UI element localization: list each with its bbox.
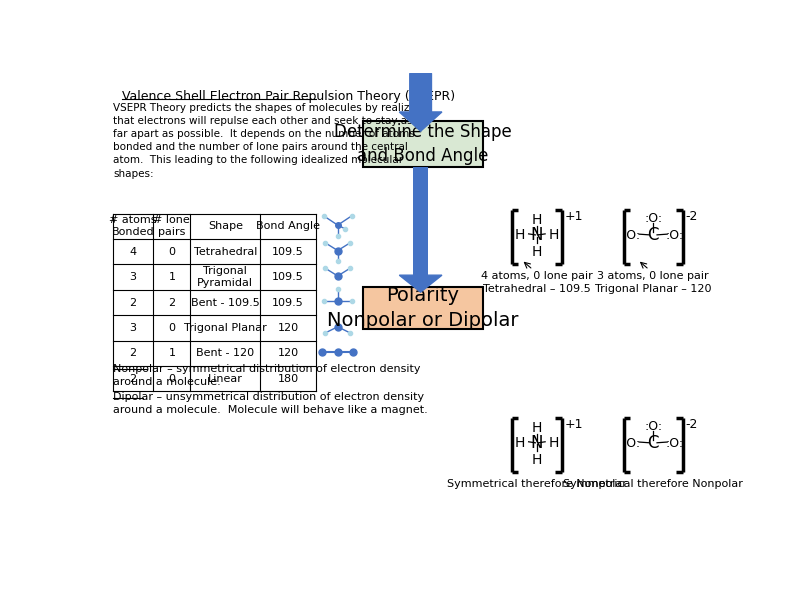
Text: Trigonal Planar: Trigonal Planar [184,323,267,333]
Text: 2: 2 [130,297,137,307]
Text: 4: 4 [130,247,137,256]
Text: :O:: :O: [644,212,662,225]
Text: :O:: :O: [666,229,683,242]
Text: C: C [647,226,659,244]
FancyArrow shape [399,275,442,292]
Text: N: N [531,226,543,244]
Text: 1: 1 [169,272,175,282]
Text: Bent - 120: Bent - 120 [196,348,254,359]
Text: H: H [549,228,559,242]
Text: # lone
pairs: # lone pairs [154,215,190,237]
Text: 4 atoms, 0 lone pair
Tetrahedral – 109.5: 4 atoms, 0 lone pair Tetrahedral – 109.5 [481,271,592,294]
Text: Determine the Shape
and Bond Angle: Determine the Shape and Bond Angle [333,124,512,165]
Text: Tetrahedral: Tetrahedral [193,247,257,256]
Text: 120: 120 [277,323,299,333]
Text: H: H [531,213,542,226]
Text: 3: 3 [130,323,136,333]
Text: 109.5: 109.5 [272,297,304,307]
Text: :O:: :O: [623,436,641,450]
Text: +1: +1 [565,417,583,431]
Text: Bent - 109.5: Bent - 109.5 [191,297,260,307]
Text: 0: 0 [169,247,175,256]
FancyArrow shape [399,73,442,131]
Text: H: H [531,420,542,435]
Text: Symmetrical therefore Nonpolar: Symmetrical therefore Nonpolar [563,479,743,489]
Text: H: H [549,436,559,450]
Text: 2: 2 [130,348,137,359]
Text: 0: 0 [169,323,175,333]
Text: # atoms
Bonded: # atoms Bonded [109,215,157,237]
FancyBboxPatch shape [363,287,482,329]
Text: 2: 2 [168,297,175,307]
Text: +1: +1 [565,210,583,223]
Text: 109.5: 109.5 [272,247,304,256]
Bar [413,167,428,294]
Text: 3 atoms, 0 lone pair
Trigonal Planar – 120: 3 atoms, 0 lone pair Trigonal Planar – 1… [595,271,711,294]
Text: 3: 3 [130,272,136,282]
Text: -2: -2 [686,210,698,223]
Text: VSEPR Theory predicts the shapes of molecules by realizing
that electrons will r: VSEPR Theory predicts the shapes of mole… [113,103,425,179]
Text: H: H [515,436,525,450]
Text: -2: -2 [686,417,698,431]
FancyBboxPatch shape [363,121,482,167]
Text: 2: 2 [130,374,137,384]
Text: Bond Angle: Bond Angle [256,222,320,231]
Text: :O:: :O: [644,420,662,433]
Text: N: N [531,434,543,452]
Text: 1: 1 [169,348,175,359]
Text: Nonpolar – symmetrical distribution of electron density
around a molecule.: Nonpolar – symmetrical distribution of e… [113,364,421,387]
Text: Valence Shell Electron Pair Repulsion Theory (VSEPR): Valence Shell Electron Pair Repulsion Th… [122,91,455,103]
Text: Dipolar – unsymmetrical distribution of electron density
around a molecule.  Mol: Dipolar – unsymmetrical distribution of … [113,392,428,416]
Text: H: H [531,453,542,467]
Text: Symmetrical therefore Nonpolar: Symmetrical therefore Nonpolar [447,479,626,489]
Text: Polarity
Nonpolar or Dipolar: Polarity Nonpolar or Dipolar [327,286,518,330]
Text: 109.5: 109.5 [272,272,304,282]
Text: :O:: :O: [666,436,683,450]
Text: Trigonal
Pyramidal: Trigonal Pyramidal [197,266,253,288]
Text: Linear: Linear [208,374,243,384]
Text: 0: 0 [169,374,175,384]
Text: H: H [531,245,542,259]
Text: H: H [515,228,525,242]
Text: :O:: :O: [623,229,641,242]
Text: Shape: Shape [208,222,243,231]
Text: 120: 120 [277,348,299,359]
Text: 180: 180 [277,374,299,384]
Text: C: C [647,434,659,452]
